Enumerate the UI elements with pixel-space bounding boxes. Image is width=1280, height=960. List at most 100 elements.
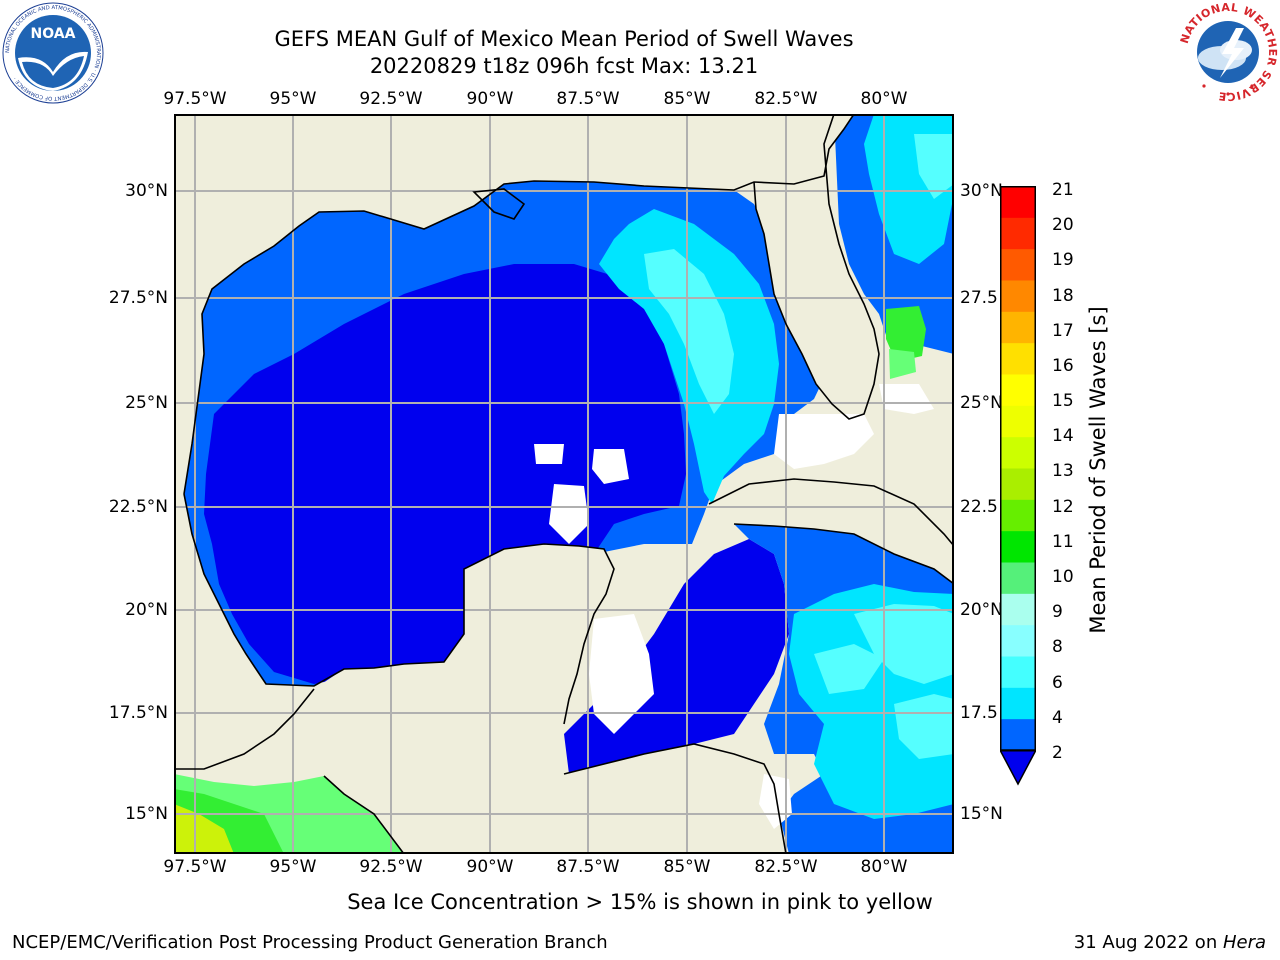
lon-label-top: 90°W [466,89,514,109]
colorbar-segment [1000,342,1036,375]
lat-label-right: 30°N [960,181,1003,201]
lat-label-left: 30°N [125,181,168,201]
map-frame [174,114,954,854]
noaa-logo-text: NOAA [31,26,76,42]
lat-label-left: 22.5°N [108,497,168,517]
caribbean-light-cyan [854,604,954,684]
lat-label-left: 17.5°N [108,703,168,723]
lon-label-bottom: 97.5°W [163,857,227,877]
lat-label-left: 25°N [125,393,168,413]
colorbar-tick-label: 8 [1052,637,1063,657]
lon-label-bottom: 82.5°W [754,857,818,877]
colorbar-segment [1000,280,1036,312]
colorbar-segment [1000,217,1036,250]
colorbar-tick-label: 12 [1052,497,1074,517]
yucatan-land [174,544,614,854]
cuba-land [709,479,954,584]
sea-ice-note: Sea Ice Concentration > 15% is shown in … [347,890,933,914]
swell-period-map [174,114,954,854]
lat-label-right: 22.5 [960,497,998,517]
colorbar-tick-label: 4 [1052,708,1063,728]
lat-label-left: 20°N [125,600,168,620]
eastern-gulf-light-cyan [644,249,734,414]
colorbar-segment [1000,499,1036,532]
lon-label-top: 95°W [269,89,317,109]
colorbar-tick-label: 21 [1052,180,1074,200]
colorbar-segment [1000,374,1036,406]
colorbar-tick-label: 13 [1052,461,1074,481]
colorbar-tick-label: 16 [1052,356,1074,376]
caribbean-light-cyan-3 [894,694,954,759]
colorbar-segment [1000,436,1036,469]
nws-logo: NATIONAL WEATHER SERVICE [1178,2,1278,102]
lat-label-right: 20°N [960,600,1003,620]
coastlines [174,114,954,854]
lat-label-left: 27.5°N [108,288,168,308]
colorbar-segment [1000,405,1036,438]
lon-label-top: 92.5°W [359,89,423,109]
lon-label-bottom: 95°W [269,857,317,877]
colorbar-tick-label: 14 [1052,426,1074,446]
pacific-yellow-green [174,804,234,854]
colorbar-segment [1000,687,1036,720]
footer-host: Hera [1222,932,1266,953]
footer-date: 31 Aug 2022 on Hera [1074,932,1266,953]
colorbar-tick-label: 11 [1052,532,1074,552]
colorbar-tick-label: 9 [1052,602,1063,622]
colorbar-segment [1000,593,1036,626]
lon-label-top: 87.5°W [556,89,620,109]
central-america-land [564,744,786,854]
lon-label-bottom: 90°W [466,857,514,877]
colorbar-segment [1000,624,1036,657]
lon-label-top: 85°W [663,89,711,109]
colorbar-segments [1000,186,1036,751]
caribbean-light-cyan-2 [814,644,884,694]
noaa-logo: NATIONAL OCEANIC AND ATMOSPHERIC ADMINIS… [2,2,104,104]
lon-label-bottom: 92.5°W [359,857,423,877]
no-data-area [759,774,792,829]
colorbar-tick-label: 20 [1052,215,1074,235]
lat-label-right: 17.5 [960,703,998,723]
lat-label-left: 15°N [125,804,168,824]
lon-label-bottom: 87.5°W [556,857,620,877]
colorbar-tick-label: 10 [1052,567,1074,587]
lat-label-right: 25°N [960,393,1003,413]
colorbar-segment [1000,656,1036,688]
lon-label-bottom: 85°W [663,857,711,877]
colorbar-tick-label: 2 [1052,743,1063,763]
chart-subtitle: 20220829 t18z 096h fcst Max: 13.21 [369,54,759,78]
colorbar-extend-triangle [1000,749,1036,786]
footer-credit: NCEP/EMC/Verification Post Processing Pr… [12,932,608,953]
colorbar-tick-label: 15 [1052,391,1074,411]
lat-label-right: 15°N [960,804,1003,824]
no-data-area [549,484,589,544]
colorbar-segment [1000,530,1036,563]
bahamas-green [886,306,926,362]
colorbar-segment [1000,718,1036,751]
colorbar-segment [1000,248,1036,281]
colorbar-tick-label: 6 [1052,673,1063,693]
lon-label-bottom: 80°W [860,857,908,877]
no-data-area [589,614,654,734]
colorbar-segment [1000,468,1036,500]
no-data-area [592,449,629,484]
graticule [174,114,954,854]
colorbar-segment [1000,562,1036,594]
colorbar-tick-label: 19 [1052,250,1074,270]
footer-date-text: 31 Aug 2022 on [1073,932,1223,953]
no-data-area [774,414,874,469]
no-data-area [534,444,564,464]
lon-label-top: 80°W [860,89,908,109]
bahamas-light-green [889,349,916,379]
colorbar-segment [1000,186,1036,218]
lat-label-right: 27.5 [960,288,998,308]
colorbar-tick-label: 18 [1052,286,1074,306]
atlantic-light-cyan [914,134,954,199]
lon-label-top: 82.5°W [754,89,818,109]
chart-title: GEFS MEAN Gulf of Mexico Mean Period of … [274,27,854,51]
colorbar-segment [1000,311,1036,344]
no-data-area [879,384,934,414]
colorbar-tick-label: 17 [1052,321,1074,341]
colorbar [1000,186,1036,786]
colorbar-title: Mean Period of Swell Waves [s] [1086,306,1110,634]
